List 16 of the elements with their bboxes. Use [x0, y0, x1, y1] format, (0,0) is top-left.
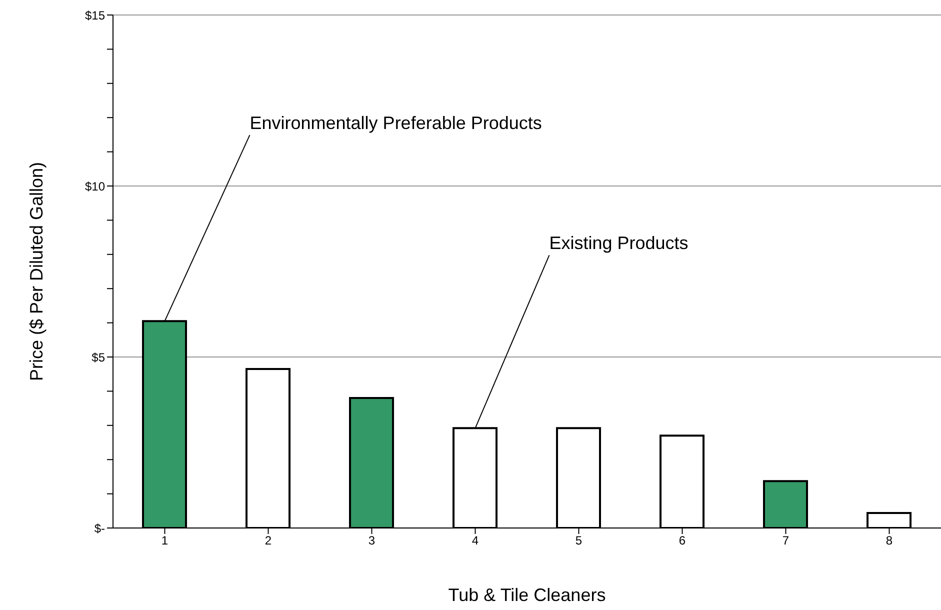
y-tick-label: $10 [84, 179, 106, 194]
x-axis-title: Tub & Tile Cleaners [448, 585, 606, 605]
y-tick-label: $- [94, 521, 105, 536]
annotation: Environmentally Preferable Products [250, 113, 542, 134]
x-tick-label: 3 [368, 534, 376, 548]
y-tick-label: $5 [92, 350, 106, 364]
x-tick-label: 4 [472, 534, 479, 548]
x-tick-label: 8 [886, 534, 893, 548]
annotation: Existing Products [549, 233, 688, 254]
y-tick-label: $15 [84, 8, 106, 22]
x-tick-label: 6 [678, 534, 686, 548]
x-tick-label: 5 [575, 534, 582, 548]
x-tick-label: 1 [161, 534, 168, 548]
y-axis-title: Price ($ Per Diluted Gallon) [26, 162, 46, 382]
x-tick-label: 2 [264, 534, 272, 548]
x-tick-label: 7 [782, 534, 790, 548]
